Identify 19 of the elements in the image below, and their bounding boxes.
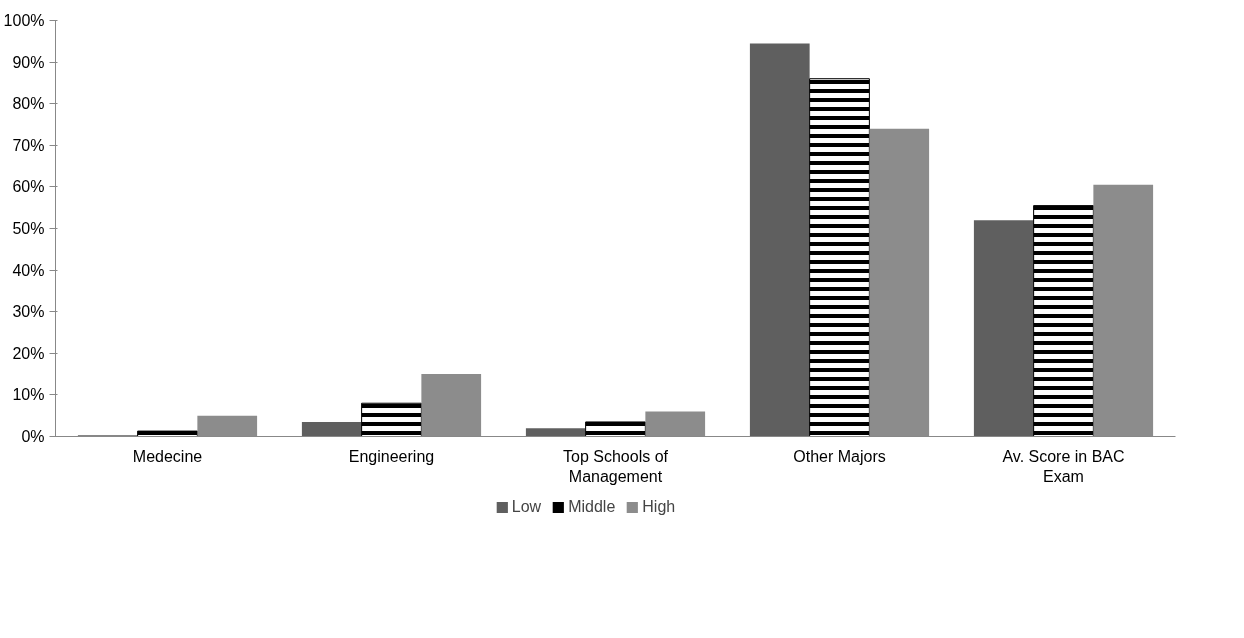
y-tick-label: 10% bbox=[12, 386, 45, 404]
x-tick-label: Medecine bbox=[132, 447, 203, 465]
x-tick-label: Other Majors bbox=[793, 447, 886, 465]
y-tick-label: 20% bbox=[12, 344, 45, 362]
y-tick-label: 30% bbox=[12, 303, 45, 321]
x-tick-label: Av. Score in BAC Exam bbox=[1002, 447, 1125, 485]
legend-label: Low bbox=[511, 498, 542, 516]
x-tick-label: Engineering bbox=[348, 447, 435, 465]
y-tick-label: 60% bbox=[12, 178, 45, 196]
legend-label: Middle bbox=[568, 498, 616, 516]
y-tick-label: 100% bbox=[3, 12, 45, 29]
y-tick-label: 70% bbox=[12, 136, 45, 154]
legend-label: High bbox=[642, 498, 676, 516]
y-tick-label: 90% bbox=[12, 53, 45, 71]
y-tick-label: 80% bbox=[12, 95, 45, 113]
y-tick-label: 40% bbox=[12, 261, 45, 279]
x-tick-label: Top Schools of Management bbox=[563, 447, 669, 485]
y-tick-label: 0% bbox=[21, 428, 45, 445]
y-tick-label: 50% bbox=[12, 220, 45, 237]
